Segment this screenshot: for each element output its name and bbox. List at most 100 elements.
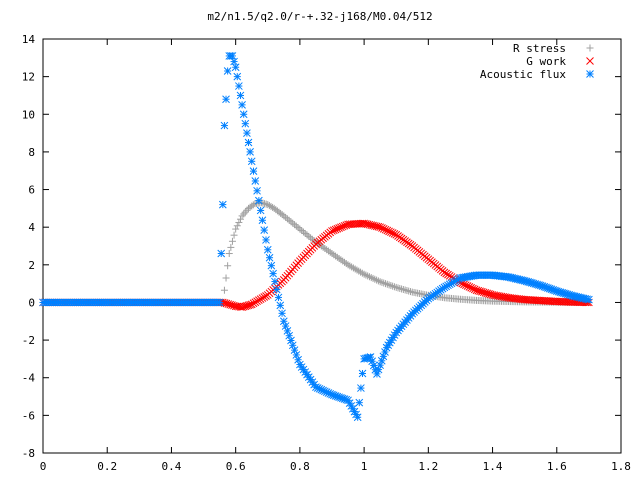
data-point (406, 288, 414, 296)
y-tick-label: 14 (22, 33, 36, 46)
data-point (371, 275, 379, 283)
data-point (282, 213, 290, 221)
data-point (389, 282, 397, 290)
data-point (222, 95, 230, 104)
data-point (241, 208, 249, 216)
legend-marker (586, 57, 594, 65)
data-point (324, 247, 332, 255)
x-tick-label: 0.8 (290, 460, 310, 473)
data-point (244, 138, 253, 147)
data-point (330, 251, 338, 259)
data-point (377, 356, 386, 365)
data-point (294, 224, 302, 232)
y-tick-label: 8 (28, 146, 35, 159)
data-point (262, 236, 270, 244)
data-point (285, 216, 293, 224)
data-point (374, 365, 383, 374)
y-tick-label: 4 (28, 221, 35, 234)
data-point (362, 271, 370, 279)
data-point (215, 298, 224, 307)
y-tick-label: -2 (22, 334, 35, 347)
data-point (260, 226, 269, 234)
data-point (225, 250, 233, 258)
data-point (247, 300, 256, 309)
data-point (255, 296, 263, 305)
data-point (332, 252, 340, 260)
data-point (231, 63, 240, 72)
x-tick-label: 1.4 (483, 460, 503, 473)
data-point (353, 266, 361, 274)
data-point (383, 280, 391, 288)
data-point (287, 336, 295, 345)
data-point (305, 232, 313, 240)
data-point (280, 212, 288, 220)
data-point (224, 262, 232, 270)
data-point (358, 369, 367, 378)
data-point (249, 201, 257, 209)
data-point (241, 119, 250, 128)
data-point (256, 295, 265, 303)
data-point (405, 287, 413, 295)
data-point (379, 352, 388, 361)
data-point (238, 101, 246, 109)
data-point (278, 309, 286, 318)
data-point (238, 212, 246, 220)
data-point (369, 274, 377, 282)
y-tick-label: 10 (22, 108, 35, 121)
data-point (357, 268, 365, 276)
chart-title: m2/n1.5/q2.0/r-+.32-j168/M0.04/512 (207, 10, 432, 23)
data-point (323, 246, 331, 254)
data-point (398, 285, 406, 293)
data-point (239, 110, 248, 119)
data-point (403, 287, 411, 295)
data-point (290, 346, 299, 354)
data-point (307, 234, 315, 242)
data-point (217, 249, 226, 258)
data-point (299, 228, 307, 236)
x-tick-label: 0.4 (162, 460, 182, 473)
data-point (227, 243, 235, 251)
data-point (233, 222, 241, 230)
data-point (387, 282, 395, 290)
data-point (249, 299, 258, 308)
data-point (236, 91, 245, 100)
data-point (292, 222, 300, 230)
data-point (267, 261, 276, 270)
data-point (355, 398, 364, 407)
data-point (230, 231, 238, 239)
data-point (378, 278, 386, 286)
data-point (399, 285, 407, 293)
data-point (376, 278, 384, 286)
data-point (243, 129, 251, 137)
series-r-stress (39, 199, 593, 306)
data-point (272, 285, 281, 294)
data-point (328, 250, 336, 258)
data-point (236, 215, 244, 223)
data-point (283, 215, 291, 223)
y-tick-label: 2 (28, 259, 35, 272)
data-point (333, 253, 341, 261)
data-point (246, 148, 254, 156)
x-tick-label: 0 (40, 460, 47, 473)
data-point (235, 82, 243, 90)
x-tick-label: 0.6 (226, 460, 246, 473)
data-point (348, 263, 356, 271)
data-point (401, 286, 409, 294)
data-point (292, 351, 301, 359)
data-point (585, 295, 593, 304)
data-point (249, 167, 258, 175)
data-point (235, 218, 243, 226)
data-point (233, 72, 242, 81)
data-point (251, 298, 260, 307)
x-tick-label: 1 (361, 460, 368, 473)
data-point (223, 67, 232, 75)
axis-ticks: 0 0.2 0.4 0.6 0.8 1 1.2 1.4 1.6 1.8 -8 -6 -4 -2 0 2 4 6 8 1… (22, 33, 631, 473)
data-point (255, 196, 263, 205)
data-point (365, 273, 373, 281)
data-point (294, 355, 302, 364)
x-tick-label: 0.2 (97, 460, 117, 473)
y-tick-label: -6 (22, 409, 35, 422)
data-point (265, 253, 274, 262)
data-point (232, 225, 240, 233)
